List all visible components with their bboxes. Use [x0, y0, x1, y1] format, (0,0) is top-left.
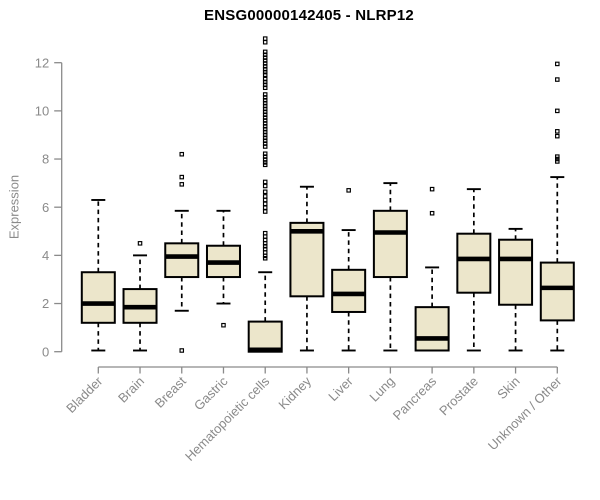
y-axis: 0 2 4 6 8 10 12 [35, 55, 63, 359]
boxplot-group [247, 36, 283, 353]
box-rect [289, 221, 325, 298]
outlier-point [262, 189, 268, 195]
outlier-point [137, 241, 143, 246]
x-tick-label: Breast [152, 373, 189, 410]
x-tick-label: Skin [494, 374, 522, 402]
outlier-point [179, 151, 185, 157]
x-tick-label: Gastric [191, 373, 231, 413]
outlier-point [262, 183, 268, 189]
box-rect [80, 271, 116, 324]
boxplot-group [498, 227, 534, 352]
outlier-point [555, 133, 560, 139]
y-tick-label: 4 [42, 248, 49, 263]
outlier-point [555, 61, 560, 67]
x-tick-label: Brain [115, 374, 147, 406]
boxplot-group [539, 61, 575, 352]
outlier-point [262, 72, 268, 78]
y-tick-label: 6 [42, 200, 49, 215]
outlier-point [555, 108, 560, 114]
y-tick-label: 12 [35, 55, 49, 70]
y-tick-label: 0 [42, 344, 49, 359]
outlier-point [179, 174, 185, 180]
boxplot-group [414, 186, 450, 352]
boxplot-group [80, 199, 116, 352]
outlier-point [262, 69, 268, 75]
outlier-point [262, 144, 268, 149]
outlier-point [346, 188, 351, 193]
outlier-point [262, 179, 268, 185]
outlier-point [429, 210, 435, 216]
outlier-point [262, 205, 268, 210]
boxplot-group [164, 151, 200, 353]
outlier-point [179, 182, 185, 187]
outlier-point [429, 186, 435, 192]
outlier-point [262, 197, 268, 203]
box-rect [247, 320, 283, 353]
outlier-point [262, 253, 268, 259]
boxplot-group [331, 188, 367, 352]
box-rect [331, 268, 367, 313]
y-axis-title: Expression [6, 174, 22, 240]
chart-title: ENSG00000142405 - NLRP12 [204, 7, 414, 24]
boxplot-group [372, 182, 408, 352]
boxplot-group [205, 209, 241, 328]
outlier-point [555, 77, 560, 82]
outlier-point [262, 194, 268, 199]
outlier-point [179, 348, 185, 353]
y-tick-label: 10 [35, 103, 49, 118]
y-tick-label: 8 [42, 152, 49, 167]
x-tick-label: Unknown / Other [485, 373, 565, 453]
outlier-point [555, 154, 560, 159]
outlier-point [262, 36, 268, 41]
x-tick-label: Liver [325, 373, 356, 404]
outlier-point [262, 162, 268, 168]
outlier-point [555, 156, 560, 162]
outlier-point [262, 85, 268, 91]
boxplot-group [289, 185, 325, 352]
y-tick-label: 2 [42, 296, 49, 311]
outlier-point [555, 129, 560, 134]
outlier-point [262, 255, 268, 261]
outlier-point [262, 209, 268, 214]
x-tick-label: Pancreas [390, 373, 440, 423]
outlier-point [221, 322, 226, 328]
boxplot-group [456, 188, 492, 352]
boxplot-group [122, 241, 158, 352]
outlier-point [262, 201, 268, 207]
box-rect [539, 261, 575, 322]
outlier-point [262, 39, 268, 45]
x-tick-label: Lung [366, 374, 397, 405]
x-tick-label: Kidney [275, 373, 314, 412]
box-rect [372, 209, 408, 279]
box-rect [164, 242, 200, 279]
outlier-point [262, 160, 268, 165]
outlier-point [555, 159, 560, 164]
box-rect [498, 238, 534, 306]
x-tick-label: Prostate [436, 374, 481, 419]
box-rect [414, 306, 450, 352]
x-tick-label: Bladder [63, 373, 106, 416]
box-rect [456, 232, 492, 294]
